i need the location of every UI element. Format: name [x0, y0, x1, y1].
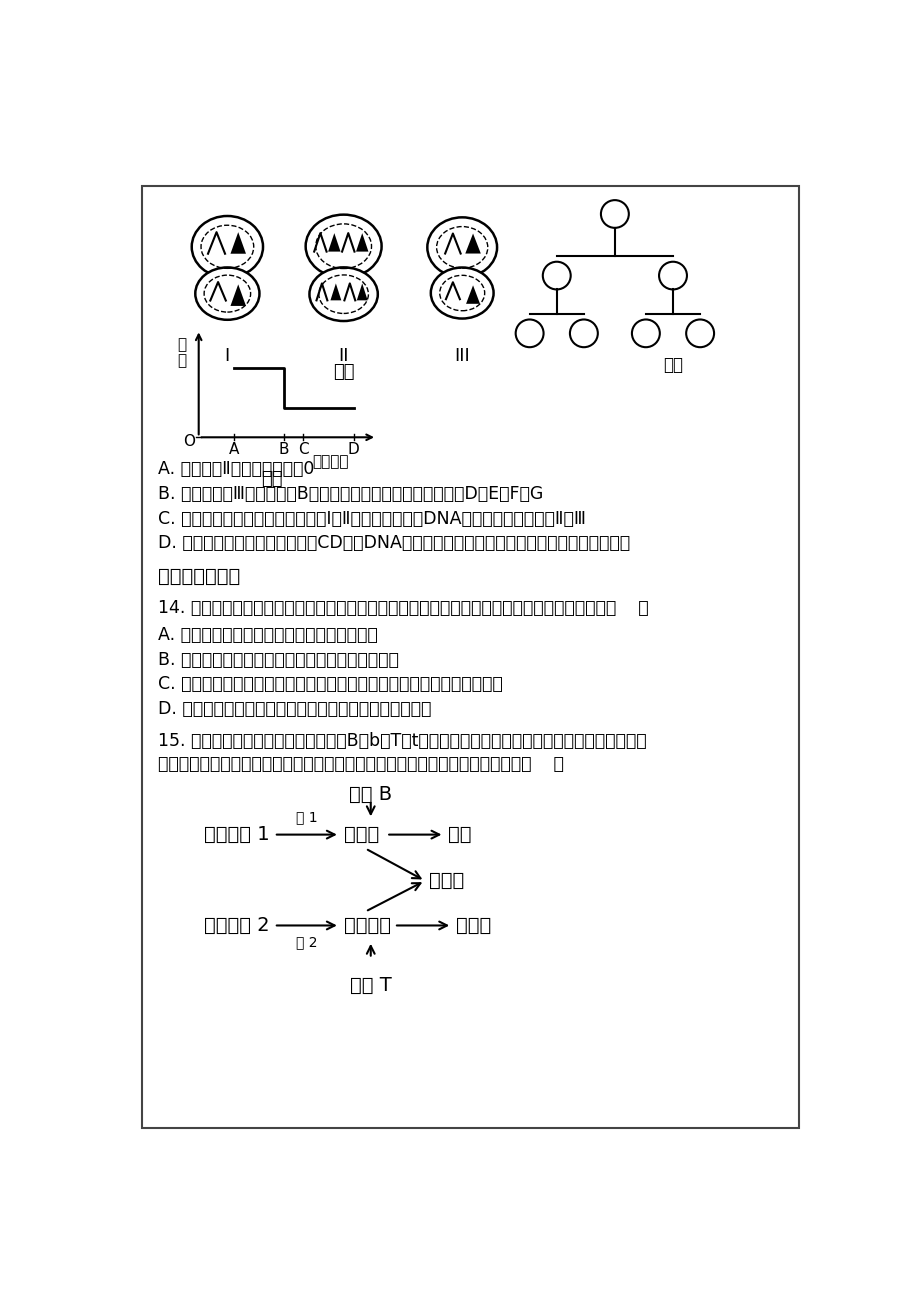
Text: D: D	[524, 327, 535, 340]
Text: C: C	[298, 441, 308, 457]
Text: 花纹蛇: 花纹蛇	[428, 871, 463, 891]
Text: D. 若图丙中纵坐标是染色体数且CD段核DNA分子数是染色体数的两倍，该曲线可表示减数分裂: D. 若图丙中纵坐标是染色体数且CD段核DNA分子数是染色体数的两倍，该曲线可表…	[157, 534, 630, 552]
Text: 数: 数	[176, 337, 186, 353]
Text: A: A	[609, 203, 619, 217]
Text: O: O	[183, 434, 195, 449]
Text: F: F	[641, 327, 649, 340]
Polygon shape	[328, 233, 340, 251]
Text: 黑色素: 黑色素	[344, 825, 379, 844]
Polygon shape	[465, 233, 481, 254]
Text: B: B	[551, 266, 561, 279]
Ellipse shape	[426, 217, 496, 277]
Text: 二、多项选择题: 二、多项选择题	[157, 566, 240, 586]
Text: B: B	[278, 441, 289, 457]
Circle shape	[686, 319, 713, 348]
Text: D: D	[347, 441, 359, 457]
Text: 酶 1: 酶 1	[295, 811, 317, 824]
Text: 基因 T: 基因 T	[349, 975, 391, 995]
Text: ②: ②	[551, 275, 562, 285]
Text: A. 分离定律不能用于分析两对等位基因的遗传: A. 分离定律不能用于分析两对等位基因的遗传	[157, 626, 377, 644]
Text: II: II	[338, 348, 348, 365]
Text: A: A	[228, 441, 239, 457]
Text: 酶 2: 酶 2	[295, 935, 317, 949]
Text: D. 非同源染色体自由组合，使所有非等位基因也自由组合: D. 非同源染色体自由组合，使所有非等位基因也自由组合	[157, 700, 430, 717]
Text: 图乙: 图乙	[663, 357, 682, 375]
Text: C. 图甲中存在同源染色体的细胞是Ⅰ和Ⅱ，染色体数与核DNA分子数一致的细胞是Ⅱ和Ⅲ: C. 图甲中存在同源染色体的细胞是Ⅰ和Ⅱ，染色体数与核DNA分子数一致的细胞是Ⅱ…	[157, 509, 584, 527]
Text: 黑蛇: 黑蛇	[448, 825, 471, 844]
Text: A. 图甲细胞Ⅱ中的四分体数是0: A. 图甲细胞Ⅱ中的四分体数是0	[157, 461, 313, 478]
Text: C: C	[667, 266, 677, 279]
Text: 图甲: 图甲	[333, 362, 354, 380]
Polygon shape	[356, 233, 368, 251]
Text: 前体物质 2: 前体物质 2	[204, 917, 269, 935]
Text: 橘红蛇: 橘红蛇	[456, 917, 491, 935]
Text: E: E	[579, 327, 587, 340]
Text: 14. 孟德尔用豌豆进行杂交实验，成功的揭示了遗传的两条基本规律。下列相关叙述不正确的是（    ）: 14. 孟德尔用豌豆进行杂交实验，成功的揭示了遗传的两条基本规律。下列相关叙述不…	[157, 599, 648, 617]
Text: I: I	[224, 348, 230, 365]
Text: 分裂时期: 分裂时期	[312, 454, 348, 469]
Ellipse shape	[195, 267, 259, 320]
Text: 色。选纯合的黑蛇与纯合的橘红蛇作为亲本进行杂交，下列有关叙述不正确的是（    ）: 色。选纯合的黑蛇与纯合的橘红蛇作为亲本进行杂交，下列有关叙述不正确的是（ ）	[157, 755, 563, 773]
Text: 前体物质 1: 前体物质 1	[204, 825, 269, 844]
Text: B. 若图甲中的Ⅲ为图乙中的B，则成熟的生殖细胞应为图乙中的D、E、F、G: B. 若图甲中的Ⅲ为图乙中的B，则成熟的生殖细胞应为图乙中的D、E、F、G	[157, 486, 542, 503]
Text: 图丙: 图丙	[261, 470, 283, 488]
Polygon shape	[231, 284, 245, 306]
Polygon shape	[231, 232, 245, 254]
Polygon shape	[466, 285, 480, 303]
Text: 橘红色素: 橘红色素	[344, 917, 391, 935]
Polygon shape	[330, 284, 341, 301]
Text: ③: ③	[667, 275, 677, 285]
Text: C. 基因的分离发生在配子形成过程，基因的自由组合发生在合子形成过程: C. 基因的分离发生在配子形成过程，基因的自由组合发生在合子形成过程	[157, 676, 502, 693]
Ellipse shape	[430, 267, 494, 319]
Text: 量: 量	[176, 353, 186, 367]
Text: 15. 某种蛇体色的遗传如图所示，基因B、b和T、t遵循自由组合定律，当两种色素都没有时表现为白: 15. 某种蛇体色的遗传如图所示，基因B、b和T、t遵循自由组合定律，当两种色素…	[157, 732, 645, 750]
Text: B. 自由组合定律也能用于分析一对等位基因的遗传: B. 自由组合定律也能用于分析一对等位基因的遗传	[157, 651, 398, 669]
Ellipse shape	[305, 215, 381, 277]
Text: 基因 B: 基因 B	[349, 785, 391, 803]
Circle shape	[516, 319, 543, 348]
Circle shape	[658, 262, 686, 289]
Polygon shape	[357, 284, 368, 301]
Text: G: G	[694, 327, 705, 340]
Ellipse shape	[309, 267, 378, 322]
Text: ①: ①	[609, 214, 619, 223]
Circle shape	[631, 319, 659, 348]
Circle shape	[542, 262, 570, 289]
Ellipse shape	[191, 216, 263, 277]
Text: III: III	[454, 348, 470, 365]
Circle shape	[569, 319, 597, 348]
Circle shape	[600, 201, 629, 228]
